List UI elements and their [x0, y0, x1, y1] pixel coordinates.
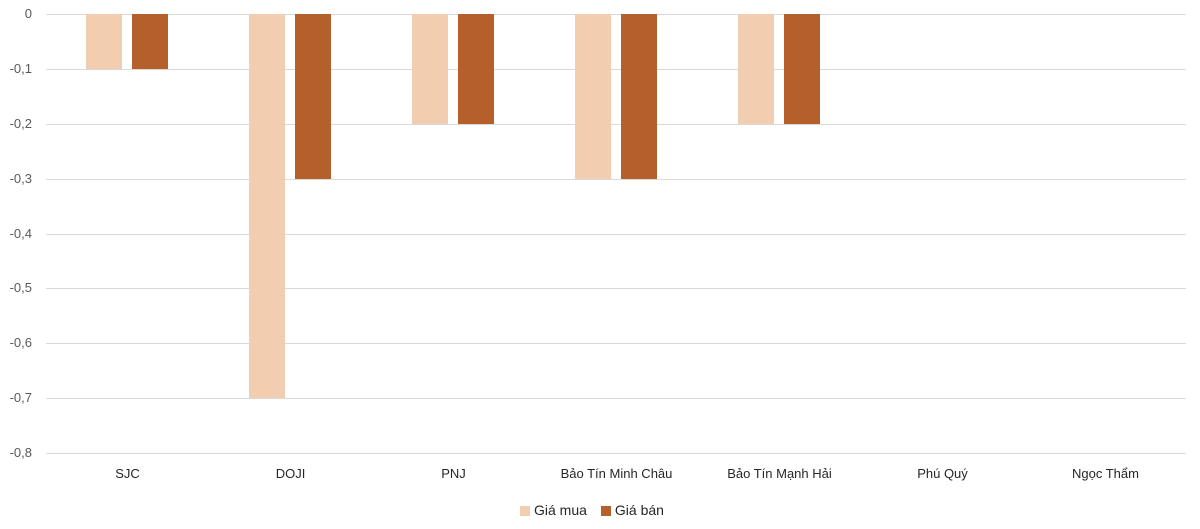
- y-tick-label: -0,1: [9, 60, 32, 76]
- x-tick-label: Bảo Tín Minh Châu: [560, 466, 673, 481]
- y-tick-label: -0,4: [9, 225, 32, 241]
- y-tick-label: 0: [24, 6, 32, 21]
- x-tick-label: Phú Quý: [917, 466, 968, 481]
- y-tick-label: -0,7: [9, 390, 32, 406]
- gridline: [46, 178, 1186, 180]
- x-tick-label: PNJ: [441, 466, 466, 481]
- legend-swatch-buy: [520, 506, 530, 517]
- gridline: [46, 14, 1186, 15]
- legend-swatch-sell: [600, 506, 611, 517]
- x-tick-label: SJC: [115, 466, 140, 481]
- bar-buy: [575, 14, 611, 179]
- y-tick-label: -0,6: [9, 335, 32, 351]
- x-tick-label: Ngọc Thẩm: [1072, 466, 1139, 481]
- bar-buy: [249, 14, 285, 399]
- legend-item-sell: Giá bán: [600, 502, 664, 518]
- gridline: [46, 398, 1186, 400]
- gridline: [46, 288, 1186, 290]
- bar-sell: [295, 14, 331, 179]
- y-tick-label: -0,2: [9, 115, 32, 131]
- bar-sell: [458, 14, 494, 124]
- gridline: [46, 68, 1186, 70]
- y-tick-label: -0,3: [9, 170, 32, 186]
- bar-buy: [738, 14, 774, 124]
- bar-buy: [86, 14, 122, 69]
- bar-sell: [784, 14, 820, 124]
- bar-buy: [412, 14, 448, 124]
- legend: Giá mua Giá bán: [520, 502, 664, 518]
- gridline: [46, 453, 1186, 454]
- bar-sell: [132, 14, 168, 69]
- gridline: [46, 233, 1186, 235]
- y-tick-label: -0,5: [9, 280, 32, 296]
- gridline: [46, 343, 1186, 345]
- x-tick-label: DOJI: [275, 466, 306, 481]
- bar-sell: [621, 14, 657, 179]
- legend-item-buy: Giá mua: [520, 502, 587, 518]
- x-tick-label: Bảo Tín Mạnh Hải: [727, 466, 832, 481]
- gridline: [46, 123, 1186, 125]
- y-tick-label: -0,8: [9, 445, 32, 460]
